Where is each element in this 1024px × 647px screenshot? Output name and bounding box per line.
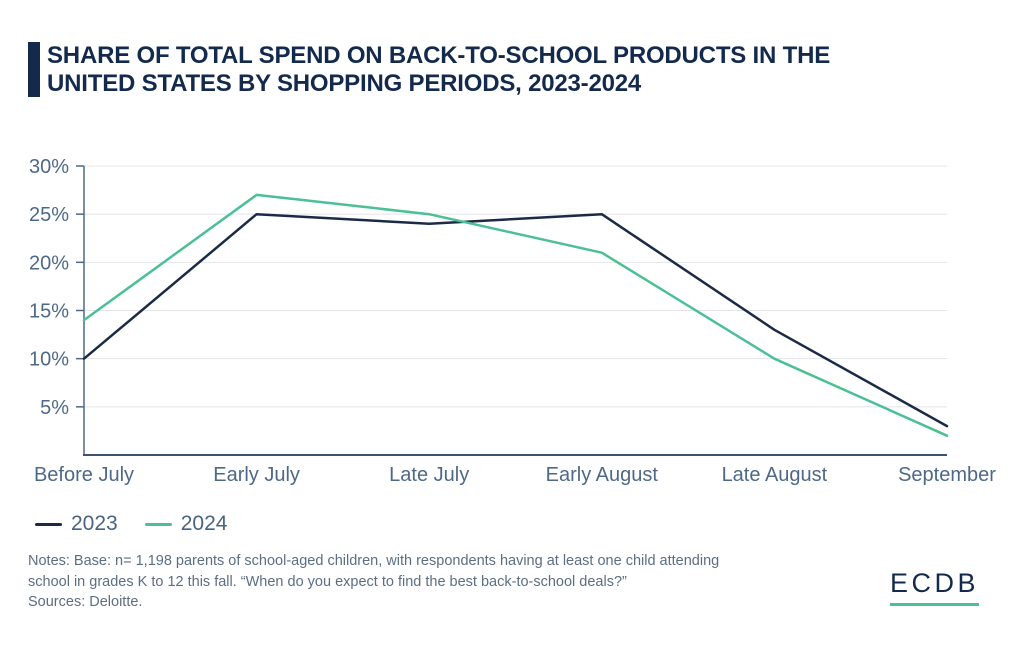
x-axis-label: September <box>898 464 996 486</box>
legend-item-2024: 2024 <box>144 512 228 536</box>
page-title: SHARE OF TOTAL SPEND ON BACK-TO-SCHOOL P… <box>47 42 830 97</box>
legend-line-swatch-2023 <box>35 522 62 526</box>
title-accent-bar <box>28 42 40 97</box>
series-line-2023 <box>82 212 949 428</box>
legend-label-2023: 2023 <box>71 512 118 535</box>
legend-label-2024: 2024 <box>180 512 228 535</box>
x-axis-label: Late July <box>389 464 469 486</box>
y-tick-label: 30% <box>29 156 69 178</box>
page-title-line-2: UNITED STATES BY SHOPPING PERIODS, 2023-… <box>47 69 642 97</box>
y-tick-label: 25% <box>29 204 69 226</box>
x-axis-label: Early August <box>546 464 659 486</box>
chart-legend: 2023 2024 <box>35 512 227 536</box>
x-axis-label: Early July <box>213 464 300 486</box>
page-title-line-1: SHARE OF TOTAL SPEND ON BACK-TO-SCHOOL P… <box>47 42 831 69</box>
header: SHARE OF TOTAL SPEND ON BACK-TO-SCHOOL P… <box>28 42 830 97</box>
footnotes: Notes: Base: n= 1,198 parents of school-… <box>28 551 719 613</box>
x-axis-label: Late August <box>722 464 828 486</box>
y-tick-label: 5% <box>40 397 69 419</box>
series-line-2024 <box>82 193 949 437</box>
y-tick-label: 20% <box>29 252 69 274</box>
legend-item-2023: 2023 <box>35 512 118 536</box>
x-axis-label: Before July <box>34 464 134 486</box>
sources-line: Sources: Deloitte. <box>28 594 143 610</box>
ecdb-logo: ECDB <box>890 568 980 606</box>
y-tick-label: 15% <box>29 301 69 323</box>
y-tick-label: 10% <box>29 349 69 371</box>
notes-line-2: school in grades K to 12 this fall. “Whe… <box>28 573 627 590</box>
notes-line-1: Notes: Base: n= 1,198 parents of school-… <box>28 553 720 569</box>
line-chart: 5% 10% 15% 20% 25% 30% Before July Early July La… <box>29 156 996 486</box>
ecdb-logo-text: ECDB <box>890 568 980 598</box>
legend-line-swatch-2024 <box>144 522 172 526</box>
